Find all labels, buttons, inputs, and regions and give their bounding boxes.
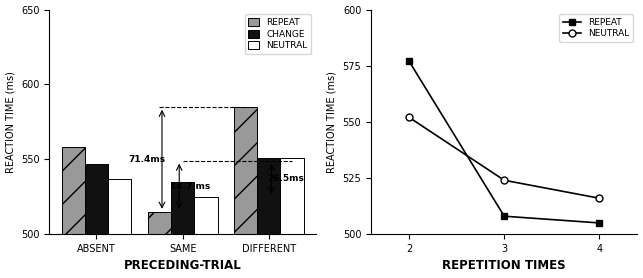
X-axis label: REPETITION TIMES: REPETITION TIMES <box>442 259 566 272</box>
Text: 14.7 ms: 14.7 ms <box>170 182 210 191</box>
Y-axis label: REACTION TIME (ms): REACTION TIME (ms) <box>327 71 337 173</box>
REPEAT <box>595 221 603 225</box>
REPEAT <box>405 59 413 63</box>
Text: 26.5ms: 26.5ms <box>267 174 303 183</box>
Line: NEUTRAL: NEUTRAL <box>406 114 603 202</box>
NEUTRAL <box>405 116 413 119</box>
Legend: REPEAT, NEUTRAL: REPEAT, NEUTRAL <box>559 14 633 42</box>
Bar <box>85 164 108 278</box>
Legend: REPEAT, CHANGE, NEUTRAL: REPEAT, CHANGE, NEUTRAL <box>245 14 311 54</box>
Bar <box>257 158 280 278</box>
Bar <box>194 197 217 278</box>
X-axis label: PRECEDING-TRIAL: PRECEDING-TRIAL <box>124 259 242 272</box>
REPEAT <box>500 215 508 218</box>
Bar <box>148 212 171 278</box>
NEUTRAL <box>500 178 508 182</box>
Bar <box>62 147 85 278</box>
Bar <box>108 179 131 278</box>
NEUTRAL <box>595 197 603 200</box>
Bar <box>234 107 257 278</box>
Bar <box>280 158 303 278</box>
Y-axis label: REACTION TIME (ms): REACTION TIME (ms) <box>6 71 15 173</box>
Text: 71.4ms: 71.4ms <box>128 155 165 164</box>
Bar <box>171 182 194 278</box>
Line: REPEAT: REPEAT <box>406 58 603 226</box>
